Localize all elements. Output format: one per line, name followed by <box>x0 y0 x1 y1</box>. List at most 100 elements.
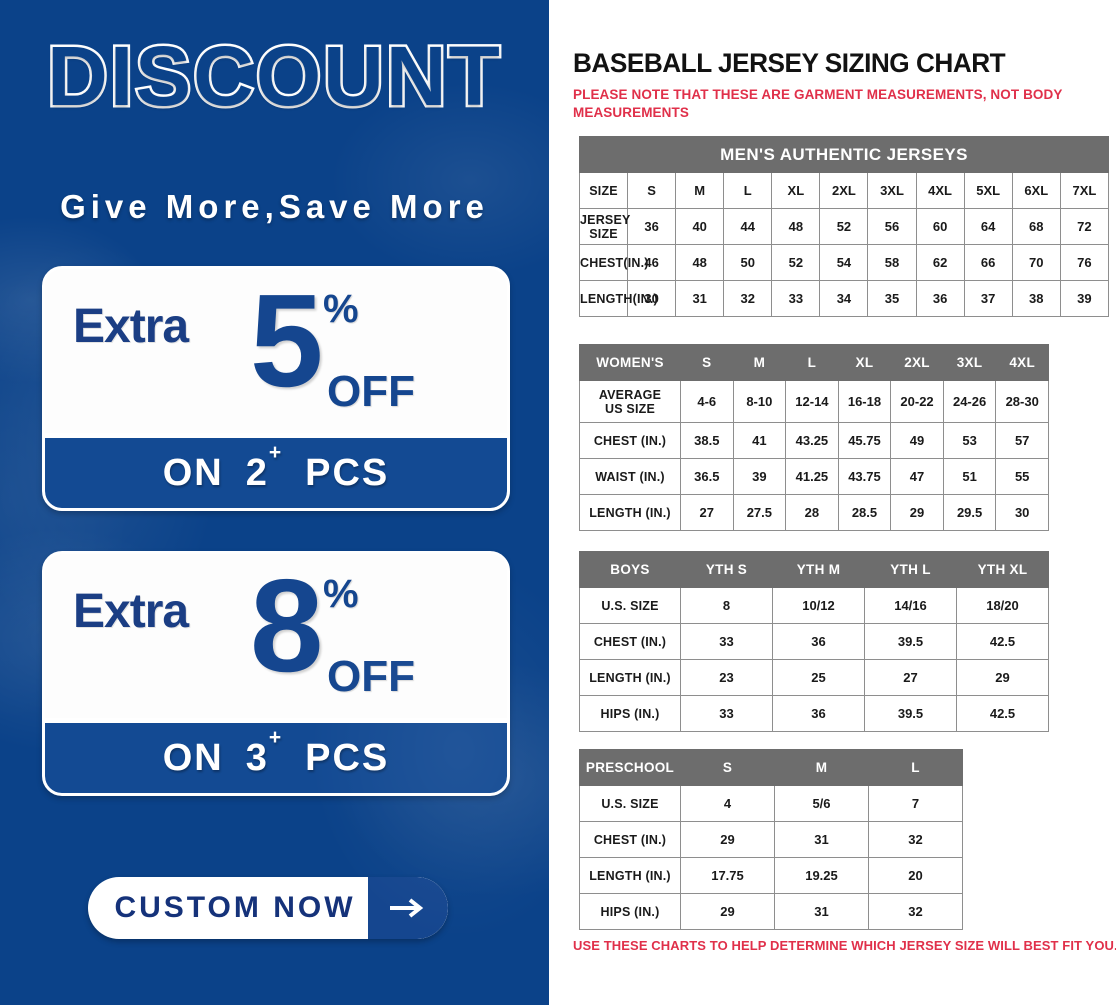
column-header: M <box>774 749 869 786</box>
table-cell: 27.5 <box>732 494 787 531</box>
plus-sign: + <box>268 441 284 465</box>
column-header: WOMEN'S <box>579 344 681 381</box>
womens-sizing-table: WOMEN'S S M L XL 2XL 3XL 4XL AVERAGE US SIZE 4-6 8-… <box>579 344 1049 531</box>
off-label: OFF <box>327 652 415 701</box>
table-cell: 31 <box>675 280 725 317</box>
row-label: CHEST (IN.) <box>579 623 681 660</box>
discount-promo-panel: DISCOUNT Give More,Save More Extra 5 % O… <box>0 0 549 1005</box>
table-cell: 12-14 <box>785 380 839 423</box>
boys-sizing-table: BOYS YTH S YTH M YTH L YTH XL U.S. SIZE 8 10/12… <box>579 551 1049 732</box>
column-header: BOYS <box>579 551 681 588</box>
column-header: 2XL <box>819 172 869 209</box>
table-cell: 28-30 <box>995 380 1049 423</box>
table-cell: 76 <box>1059 244 1110 281</box>
column-header: 4XL <box>995 344 1049 381</box>
custom-now-arrow-box[interactable] <box>368 877 448 939</box>
custom-now-button[interactable]: CUSTOM NOW <box>88 877 448 939</box>
table-header-row: PRESCHOOL S M L <box>579 749 963 786</box>
table-row: U.S. SIZE 8 10/12 14/16 18/20 <box>579 587 1049 624</box>
row-label: JERSEY SIZE <box>578 208 630 245</box>
table-cell: 36 <box>772 695 865 732</box>
table-cell: 41.25 <box>785 458 839 495</box>
column-header: L <box>723 172 773 209</box>
table-cell: 36.5 <box>680 458 734 495</box>
table-cell: 43.25 <box>785 422 839 459</box>
quantity-value: 2 <box>245 451 269 494</box>
unit-label: PCS <box>305 451 390 494</box>
table-cell: 34 <box>819 280 869 317</box>
discount-card-top: Extra 8 % OFF <box>45 554 507 718</box>
table-cell: 46 <box>627 244 677 281</box>
column-header: S <box>680 344 734 381</box>
sizing-chart-panel: BASEBALL JERSEY SIZING CHART PLEASE NOTE… <box>549 0 1116 1005</box>
extra-label: Extra <box>73 585 189 638</box>
column-header: 2XL <box>890 344 944 381</box>
table-cell: 33 <box>680 623 773 660</box>
table-cell: 36 <box>915 280 965 317</box>
table-cell: 51 <box>942 458 997 495</box>
column-header: M <box>732 344 787 381</box>
table-row: WAIST (IN.) 36.5 39 41.25 43.75 47 51 55 <box>579 458 1049 495</box>
table-cell: 8-10 <box>732 380 787 423</box>
discount-card-top: Extra 5 % OFF <box>45 269 507 433</box>
table-cell: 60 <box>915 208 965 245</box>
table-row: U.S. SIZE 4 5/6 7 <box>579 785 963 822</box>
row-label: U.S. SIZE <box>579 785 681 822</box>
column-header: YTH L <box>864 551 957 588</box>
discount-card-8-percent[interactable]: Extra 8 % OFF ON 3+ PCS <box>42 551 510 796</box>
column-header: 3XL <box>867 172 917 209</box>
table-cell: 27 <box>864 659 957 696</box>
table-cell: 68 <box>1011 208 1061 245</box>
table-cell: 55 <box>995 458 1049 495</box>
discount-condition-bar: ON 2+ PCS <box>45 435 507 508</box>
table-cell: 70 <box>1011 244 1061 281</box>
extra-label: Extra <box>73 300 189 353</box>
table-cell: 36 <box>627 208 677 245</box>
table-cell: 52 <box>819 208 869 245</box>
column-header: M <box>675 172 725 209</box>
table-cell: 16-18 <box>837 380 892 423</box>
column-header: S <box>680 749 775 786</box>
column-header: 6XL <box>1011 172 1061 209</box>
table-cell: 29 <box>680 821 775 858</box>
chart-footer-note: USE THESE CHARTS TO HELP DETERMINE WHICH… <box>573 938 1116 953</box>
table-cell: 28 <box>785 494 839 531</box>
table-cell: 7 <box>868 785 963 822</box>
on-label: ON <box>162 451 224 494</box>
table-cell: 19.25 <box>774 857 869 894</box>
plus-sign: + <box>268 726 284 750</box>
table-cell: 72 <box>1059 208 1110 245</box>
table-cell: 40 <box>675 208 725 245</box>
table-row: HIPS (IN.) 29 31 32 <box>579 893 963 930</box>
table-cell: 57 <box>995 422 1049 459</box>
table-cell: 44 <box>723 208 773 245</box>
column-header: YTH M <box>772 551 865 588</box>
table-cell: 38 <box>1011 280 1061 317</box>
table-row: LENGTH (IN.) 27 27.5 28 28.5 29 29.5 30 <box>579 494 1049 531</box>
row-label: CHEST (IN.) <box>579 422 681 459</box>
row-label: WAIST (IN.) <box>579 458 681 495</box>
row-label: AVERAGE US SIZE <box>579 380 681 423</box>
table-cell: 17.75 <box>680 857 775 894</box>
table-cell: 25 <box>772 659 865 696</box>
table-cell: 48 <box>771 208 821 245</box>
table-row: HIPS (IN.) 33 36 39.5 42.5 <box>579 695 1049 732</box>
table-row: LENGTH(IN.) 30 31 32 33 34 35 36 37 38 39 <box>578 280 1110 317</box>
table-header-row: SIZE S M L XL 2XL 3XL 4XL 5XL 6XL 7XL <box>578 172 1110 209</box>
row-label: CHEST(IN.) <box>578 244 648 281</box>
chart-note: PLEASE NOTE THAT THESE ARE GARMENT MEASU… <box>573 87 1063 121</box>
quantity-label: 2+ <box>245 441 283 495</box>
table-cell: 24-26 <box>942 380 997 423</box>
table-cell: 37 <box>963 280 1013 317</box>
discount-card-5-percent[interactable]: Extra 5 % OFF ON 2+ PCS <box>42 266 510 511</box>
discount-number: 5 <box>250 267 324 414</box>
table-cell: 50 <box>723 244 773 281</box>
discount-number: 8 <box>250 552 324 699</box>
discount-condition-text: ON 3+ PCS <box>163 726 390 780</box>
arrow-right-icon <box>390 898 424 918</box>
table-cell: 38.5 <box>680 422 734 459</box>
table-cell: 33 <box>680 695 773 732</box>
column-header: PRESCHOOL <box>579 749 681 786</box>
column-header: 7XL <box>1059 172 1110 209</box>
table-cell: 39 <box>1059 280 1110 317</box>
